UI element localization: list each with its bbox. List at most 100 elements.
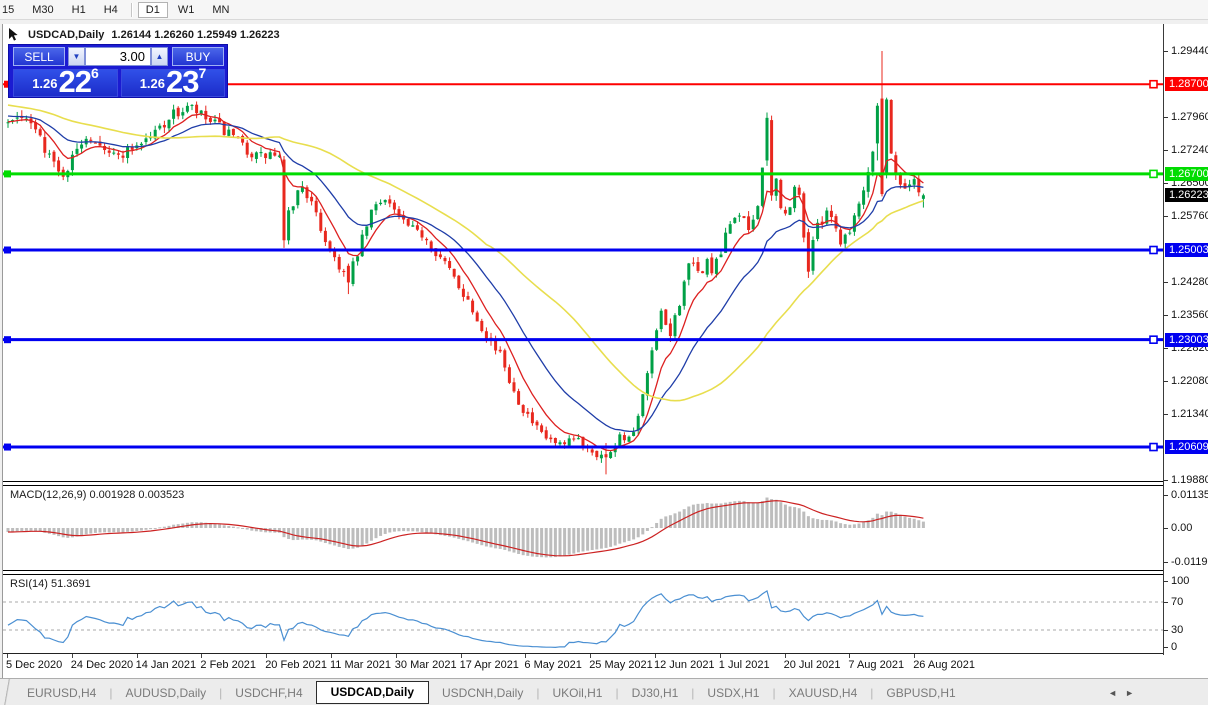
price-chart[interactable] [3,24,1163,481]
axis-tick [1164,528,1168,529]
tab-separator: | [109,685,113,700]
date-axis-label: 26 Aug 2021 [913,659,975,671]
axis-tick [1164,414,1168,416]
macd-values: 0.001928 0.003523 [89,489,185,501]
arrow-up-icon: ▲ [155,52,164,61]
timeframe-button-15[interactable]: 15 [2,3,15,16]
price-axis[interactable]: 1.29440 1.27960 1.27240 1.26500 1.25760 1.242… [1163,24,1208,655]
axis-tick [1164,347,1168,349]
rsi-indicator-label: RSI(14) 51.3691 [10,578,91,590]
timeframe-button-D1[interactable]: D1 [137,1,168,18]
bid-price-pip: 6 [91,65,99,81]
date-axis[interactable]: 5 Dec 2020 24 Dec 2020 14 Jan 2021 2 Feb 20… [3,653,1163,679]
timeframe-toolbar: 15 M30 H1 H4 D1 W1 MN [0,0,1208,20]
rsi-panel-chart[interactable] [3,575,1163,653]
buy-button[interactable]: BUY [172,47,224,66]
date-axis-tick [849,654,851,658]
date-axis-label: 5 Dec 2020 [6,659,63,671]
tab-separator: | [615,685,619,700]
chart-tab-AUDUSD[interactable]: AUDUSD,Daily [125,685,207,700]
macd-name: MACD(12,26,9) [10,489,87,501]
price-axis-label: 1.22080 [1171,375,1208,388]
axis-tick [1164,495,1168,496]
tab-separator: | [536,685,540,700]
chart-tab-USDCNH[interactable]: USDCNH,Daily [442,685,524,700]
tab-separator: | [219,685,223,700]
date-axis-label: 20 Feb 2021 [265,659,327,671]
chart-ohlc-values: 1.26144 1.26260 1.25949 1.26223 [111,29,280,41]
current-price-badge: 1.26223 [1165,188,1208,203]
timeframe-button-W1[interactable]: W1 [177,3,195,16]
tab-separator: | [772,685,776,700]
rsi-value: 51.3691 [50,578,91,590]
tab-scroll-arrows: ◄► [1108,688,1142,698]
date-axis-label: 25 May 2021 [589,659,653,671]
timeframe-button-M30[interactable]: M30 [32,3,54,16]
date-axis-tick [590,654,592,658]
axis-tick [1164,216,1168,218]
chart-tab-USDCAD[interactable]: USDCAD,Daily [315,681,429,704]
macd-axis-label: -0.01190 [1171,556,1208,568]
chart-tab-UKOil[interactable]: UKOil,H1 [552,685,603,700]
bid-price-display[interactable]: 1.26 22 6 [13,65,118,97]
chart-tab-EURUSD[interactable]: EURUSD,H4 [27,685,97,700]
axis-tick [1164,562,1168,563]
date-axis-label: 14 Jan 2021 [135,659,197,671]
date-axis-tick [395,654,397,658]
timeframe-button-MN[interactable]: MN [212,3,230,16]
panel-splitter[interactable] [3,570,1163,575]
chart-tab-DJ30[interactable]: DJ30,H1 [631,685,679,700]
rsi-name: RSI(14) [10,578,48,590]
ask-price-prefix: 1.26 [139,76,166,91]
date-axis-tick [266,654,268,658]
timeframe-button-H1[interactable]: H1 [71,3,86,16]
date-axis-tick [136,654,138,658]
price-axis-label: 1.19880 [1171,473,1208,486]
ask-price-display[interactable]: 1.26 23 7 [121,65,225,97]
tab-separator: | [691,685,695,700]
axis-tick [1164,581,1168,582]
date-axis-tick [71,654,73,658]
macd-indicator-label: MACD(12,26,9) 0.001928 0.003523 [10,489,184,501]
rsi-axis-label: 0 [1171,641,1178,653]
axis-tick [1164,479,1168,481]
tab-separator: | [870,685,874,700]
date-axis-label: 11 Mar 2021 [330,659,391,671]
date-axis-label: 20 Jul 2021 [783,659,841,671]
date-axis-tick [7,654,8,658]
axis-tick [1164,381,1168,383]
cursor-arrow-icon [9,28,18,41]
chart-tab-USDCHF[interactable]: USDCHF,H4 [235,685,303,700]
date-axis-tick [914,654,916,658]
date-axis-label: 1 Jul 2021 [718,659,770,671]
volume-decrease-button[interactable]: ▼ [68,47,85,66]
volume-input[interactable] [85,47,151,66]
date-axis-label: 12 Jun 2021 [654,659,715,671]
tab-scroll-right-icon[interactable]: ► [1125,687,1142,698]
price-level-badge: 1.25003 [1165,243,1208,257]
chart-tab-XAUUSD[interactable]: XAUUSD,H4 [788,685,858,700]
date-axis-tick [719,654,721,658]
axis-tick [1164,182,1168,184]
price-axis-label: 1.23560 [1171,308,1208,321]
tab-scroll-left-icon[interactable]: ◄ [1108,687,1126,698]
bid-price-prefix: 1.26 [32,76,58,91]
price-axis-label: 1.27960 [1171,111,1208,124]
sell-button[interactable]: SELL [13,47,65,66]
ask-price-pip: 7 [198,65,207,81]
macd-axis-label: 0.00 [1171,522,1193,534]
panel-splitter[interactable] [3,481,1163,486]
axis-tick [1164,282,1168,284]
macd-panel-chart[interactable] [3,486,1163,570]
rsi-axis-label: 70 [1171,596,1184,608]
chart-tab-USDX[interactable]: USDX,H1 [707,685,760,700]
axis-tick [1164,149,1168,151]
date-axis-tick [201,654,203,658]
arrow-down-icon: ▼ [72,52,81,61]
date-axis-label: 30 Mar 2021 [394,659,457,671]
volume-increase-button[interactable]: ▲ [151,47,168,66]
macd-axis-label: 0.01135 [1171,489,1208,501]
date-axis-tick [784,654,786,658]
chart-tab-GBPUSD[interactable]: GBPUSD,H1 [886,685,956,700]
timeframe-button-H4[interactable]: H4 [103,3,118,16]
